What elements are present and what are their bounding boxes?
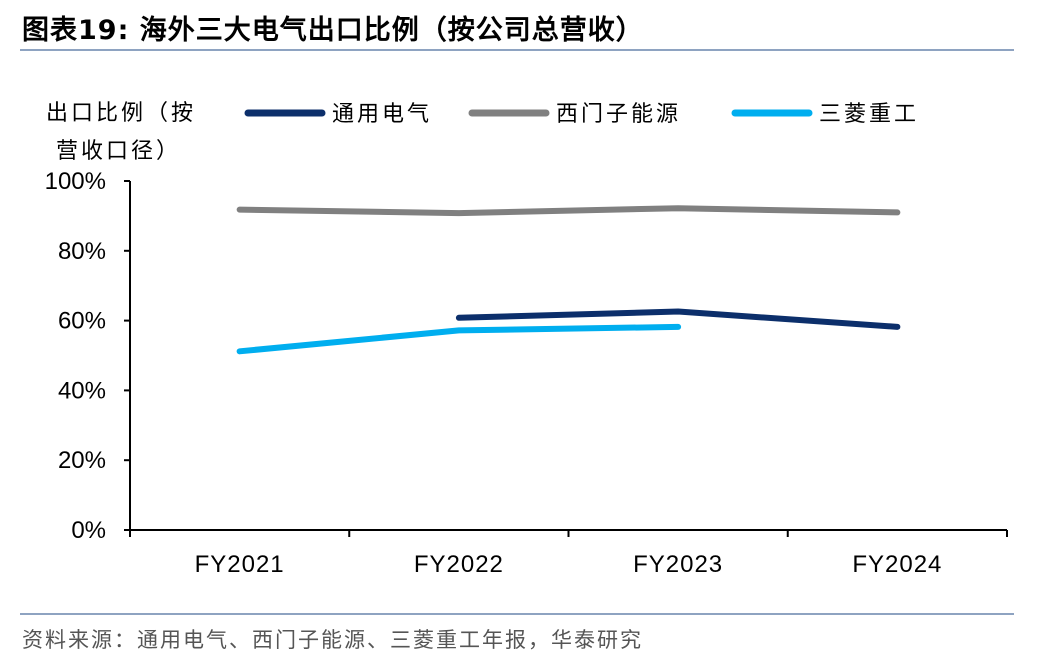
x-tick-label: FY2022 bbox=[414, 551, 504, 578]
source-divider bbox=[20, 613, 1014, 615]
y-tick-label: 20% bbox=[58, 447, 106, 474]
x-tick-label: FY2023 bbox=[633, 551, 723, 578]
y-axis-label-line-1: 出口比例（按 bbox=[46, 101, 196, 126]
data-point bbox=[677, 326, 679, 328]
y-tick-label: 60% bbox=[58, 308, 106, 335]
legend: 通用电气 西门子能源 三菱重工 bbox=[244, 102, 919, 127]
data-point bbox=[896, 211, 898, 213]
legend-label: 三菱重工 bbox=[819, 102, 919, 127]
axes: 0% 20% 40% 60% 80% 100% FY2021 FY2022 FY2023 FY20… bbox=[45, 168, 1008, 578]
data-point bbox=[677, 207, 679, 209]
title-divider bbox=[20, 49, 1014, 51]
data-point bbox=[896, 326, 898, 328]
y-tick-label: 100% bbox=[45, 168, 106, 195]
y-axis-label-line-2: 营收口径） bbox=[56, 139, 181, 164]
data-point bbox=[458, 212, 460, 214]
x-tick-label: FY2021 bbox=[195, 551, 285, 578]
y-axis-label: 出口比例（按 营收口径） bbox=[46, 101, 196, 164]
y-tick-label: 0% bbox=[71, 517, 106, 544]
data-point bbox=[239, 209, 241, 211]
data-point bbox=[239, 350, 241, 352]
figure-title: 图表19: 海外三大电气出口比例（按公司总营收） bbox=[22, 15, 644, 46]
data-point bbox=[458, 317, 460, 319]
series-line-1 bbox=[236, 205, 901, 217]
y-tick-label: 40% bbox=[58, 377, 106, 404]
y-tick-label: 80% bbox=[58, 238, 106, 265]
legend-label: 西门子能源 bbox=[556, 102, 681, 127]
source-note: 资料来源：通用电气、西门子能源、三菱重工年报，华泰研究 bbox=[22, 628, 643, 652]
legend-label: 通用电气 bbox=[332, 102, 432, 127]
x-tick-label: FY2024 bbox=[852, 551, 942, 578]
data-point bbox=[677, 311, 679, 313]
data-point bbox=[458, 329, 460, 331]
series-layer bbox=[236, 205, 901, 355]
